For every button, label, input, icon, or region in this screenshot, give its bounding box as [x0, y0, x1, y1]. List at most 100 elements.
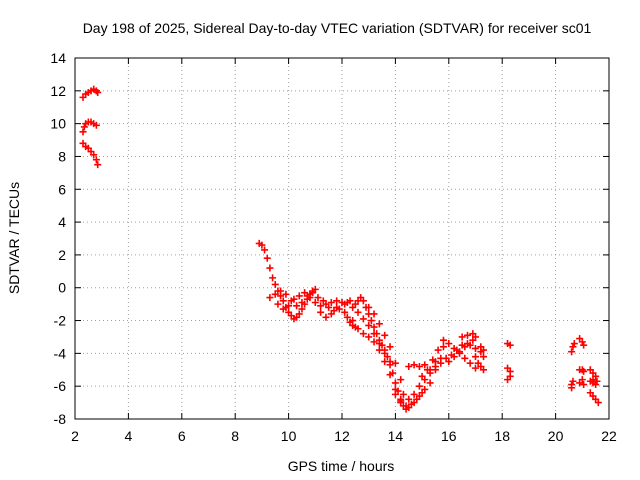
x-axis-label: GPS time / hours — [288, 458, 395, 474]
data-point — [593, 377, 601, 385]
data-point — [263, 254, 271, 262]
data-point — [314, 294, 322, 302]
data-point — [506, 341, 514, 349]
data-point — [327, 298, 335, 306]
data-point — [578, 376, 586, 384]
data-point — [365, 303, 373, 311]
y-tick-label: 6 — [58, 181, 66, 197]
data-point — [354, 308, 362, 316]
y-axis-ticks: -8 -6 -4 -2 0 2 4 6 8 10 12 14 — [50, 50, 609, 427]
y-tick-label: 12 — [50, 83, 66, 99]
data-point — [290, 295, 298, 303]
data-point — [472, 344, 479, 352]
data-point — [94, 88, 102, 96]
data-point — [391, 379, 399, 387]
data-point — [445, 340, 453, 348]
data-point — [399, 390, 407, 398]
data-point — [397, 376, 405, 384]
data-point — [386, 371, 394, 379]
data-point — [415, 382, 423, 390]
data-point — [458, 333, 466, 341]
data-point — [439, 336, 447, 344]
data-point — [480, 366, 488, 374]
data-point — [266, 264, 274, 272]
data-point — [277, 287, 285, 295]
data-point — [418, 372, 426, 380]
data-point — [370, 310, 378, 318]
data-point — [370, 330, 378, 338]
data-point — [261, 246, 269, 254]
y-tick-label: 4 — [58, 214, 66, 230]
data-point — [341, 308, 349, 316]
data-point — [594, 399, 602, 407]
data-point — [322, 313, 330, 321]
data-point — [426, 379, 434, 387]
y-tick-label: 0 — [58, 280, 66, 296]
data-point — [295, 292, 303, 300]
data-point — [295, 310, 303, 318]
data-point — [421, 361, 429, 369]
data-point — [92, 121, 100, 129]
x-tick-label: 14 — [388, 428, 404, 444]
data-point — [333, 297, 341, 305]
data-point — [317, 308, 325, 316]
data-point — [266, 294, 274, 302]
data-point — [569, 377, 577, 385]
data-point — [461, 343, 469, 351]
chart-title: Day 198 of 2025, Sidereal Day-to-day VTE… — [83, 20, 592, 36]
data-point — [421, 385, 429, 393]
x-tick-label: 18 — [494, 428, 510, 444]
data-point — [298, 298, 306, 306]
data-point — [370, 338, 378, 346]
data-point — [439, 343, 447, 351]
data-point — [370, 323, 378, 331]
data-point — [279, 305, 287, 313]
data-point — [381, 349, 389, 357]
data-point — [271, 280, 279, 288]
y-tick-label: -6 — [54, 378, 67, 394]
data-point — [437, 359, 445, 367]
data-point — [445, 358, 453, 366]
y-tick-label: 8 — [58, 148, 66, 164]
data-point — [569, 343, 577, 351]
data-point — [391, 390, 399, 398]
y-tick-label: -8 — [54, 411, 67, 427]
x-axis-ticks: 2 4 6 8 10 12 14 16 18 20 22 — [71, 58, 617, 444]
data-point — [327, 310, 335, 318]
data-point — [391, 359, 399, 367]
data-point — [375, 340, 383, 348]
data-point — [466, 359, 474, 367]
y-tick-label: -2 — [54, 313, 67, 329]
data-point — [306, 294, 314, 302]
x-tick-label: 10 — [281, 428, 297, 444]
data-point — [285, 302, 293, 310]
data-point — [309, 289, 317, 297]
data-point — [455, 349, 463, 357]
data-point — [423, 366, 431, 374]
data-point — [466, 341, 474, 349]
data-point — [580, 381, 588, 389]
data-point — [381, 331, 389, 339]
x-tick-label: 2 — [71, 428, 79, 444]
data-point — [450, 353, 458, 361]
x-tick-label: 22 — [601, 428, 617, 444]
data-point — [589, 376, 597, 384]
x-tick-label: 12 — [334, 428, 350, 444]
data-point — [359, 297, 367, 305]
data-point — [472, 364, 479, 372]
data-point — [463, 331, 471, 339]
y-axis-label: SDTVAR / TECUs — [6, 182, 22, 294]
data-point — [405, 362, 413, 370]
data-point — [274, 300, 282, 308]
data-point — [434, 346, 442, 354]
data-point — [301, 289, 309, 297]
data-point — [365, 321, 373, 329]
x-tick-label: 6 — [178, 428, 186, 444]
data-point — [333, 303, 341, 311]
data-point — [319, 297, 327, 305]
plot-frame — [74, 57, 610, 420]
data-point — [311, 298, 319, 306]
data-point — [405, 404, 413, 412]
